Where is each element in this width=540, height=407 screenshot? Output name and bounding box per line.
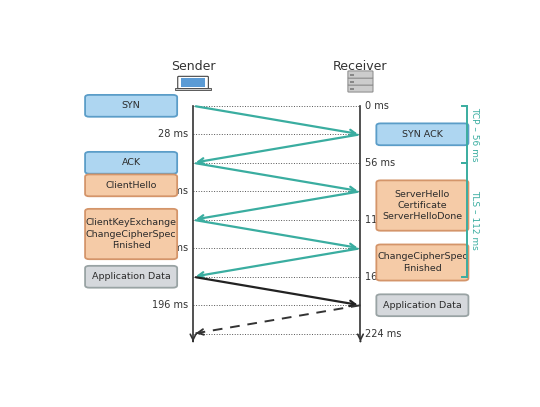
FancyBboxPatch shape [85,95,177,117]
Text: 28 ms: 28 ms [158,129,188,139]
Text: Sender: Sender [171,59,215,72]
Text: 56 ms: 56 ms [366,158,396,168]
FancyBboxPatch shape [376,123,468,145]
Text: Application Data: Application Data [92,272,171,281]
Bar [350,74,354,76]
FancyBboxPatch shape [85,152,177,174]
Bar [176,88,211,90]
Text: SYN ACK: SYN ACK [402,130,443,139]
FancyBboxPatch shape [348,78,373,85]
Text: 168 ms: 168 ms [366,272,402,282]
FancyBboxPatch shape [376,294,468,316]
Text: 84 ms: 84 ms [158,186,188,196]
Text: 224 ms: 224 ms [366,329,402,339]
Text: ClientHello: ClientHello [105,181,157,190]
Text: ClientKeyExchange
ChangeCipherSpec
Finished: ClientKeyExchange ChangeCipherSpec Finis… [86,218,177,250]
Bar [181,78,205,87]
Text: Application Data: Application Data [383,301,462,310]
Text: SYN: SYN [122,101,140,110]
Text: ACK: ACK [122,158,141,167]
Text: 112 ms: 112 ms [366,215,402,225]
Text: 196 ms: 196 ms [152,300,188,310]
Text: Receiver: Receiver [333,59,388,72]
FancyBboxPatch shape [85,175,177,196]
Bar [350,81,354,83]
Text: 140 ms: 140 ms [152,243,188,253]
FancyBboxPatch shape [85,266,177,288]
FancyBboxPatch shape [376,180,468,231]
FancyBboxPatch shape [178,77,208,89]
Text: TCP – 56 ms: TCP – 56 ms [470,107,479,162]
Text: TLS – 112 ms: TLS – 112 ms [470,190,479,249]
Text: ServerHello
Certificate
ServerHelloDone: ServerHello Certificate ServerHelloDone [382,190,462,221]
Text: 0 ms: 0 ms [366,101,389,111]
Text: ChangeCipherSpec
Finished: ChangeCipherSpec Finished [377,252,468,273]
Bar [350,88,354,90]
FancyBboxPatch shape [348,85,373,92]
FancyBboxPatch shape [376,245,468,280]
FancyBboxPatch shape [85,209,177,259]
FancyBboxPatch shape [348,71,373,78]
